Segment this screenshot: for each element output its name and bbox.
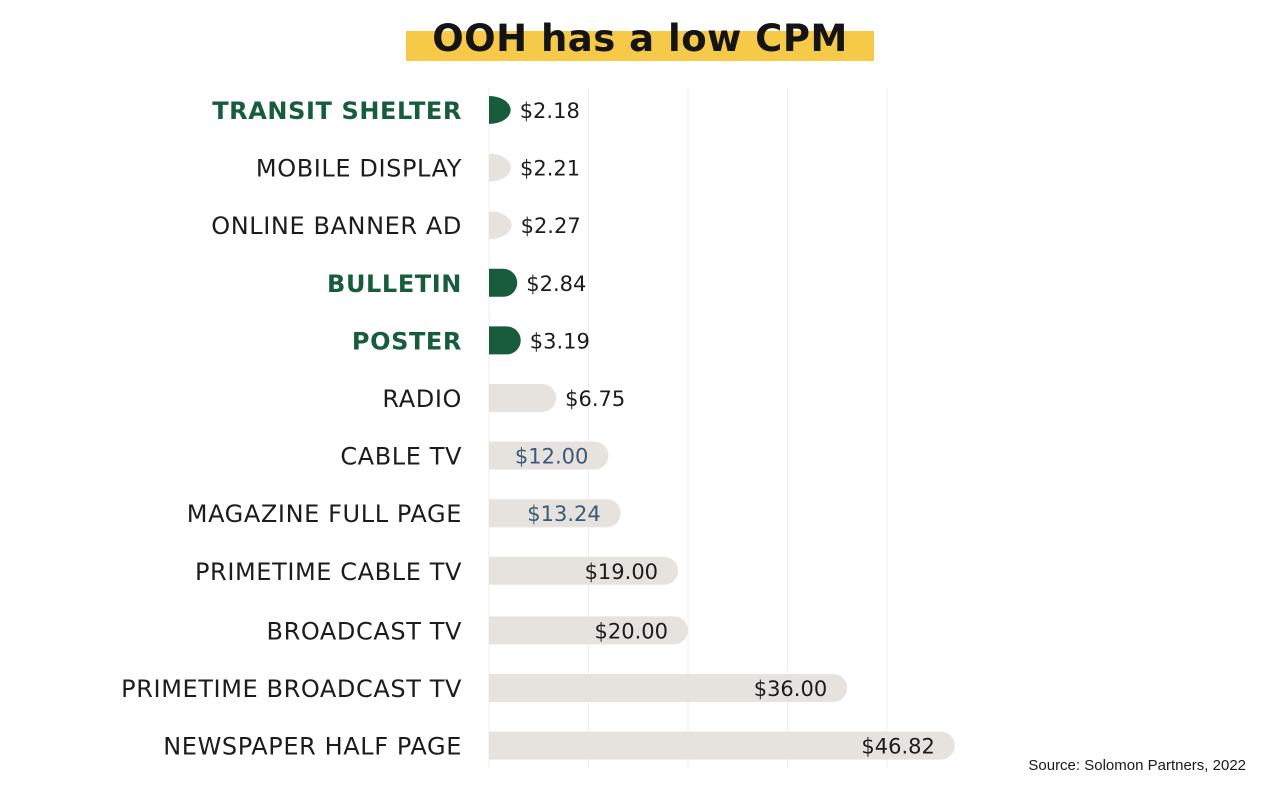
bar (489, 153, 511, 182)
category-label: BROADCAST TV (267, 617, 463, 645)
category-label: MAGAZINE FULL PAGE (187, 500, 462, 528)
chart-title: OOH has a low CPM (406, 14, 874, 64)
value-label: $2.27 (521, 214, 581, 238)
value-label: $3.19 (530, 329, 590, 353)
value-label: $46.82 (861, 735, 934, 759)
bar (489, 731, 955, 760)
value-label: $2.84 (526, 272, 586, 296)
value-label: $20.00 (595, 619, 668, 643)
bar (489, 211, 512, 240)
bar-row: MOBILE DISPLAY $2.21 (256, 153, 580, 183)
value-label: $19.00 (585, 560, 658, 584)
bar (489, 384, 557, 412)
bar (489, 268, 518, 297)
category-label: CABLE TV (340, 443, 462, 471)
bar-row: BULLETIN $2.84 (327, 268, 586, 298)
bar-row: MAGAZINE FULL PAGE $13.24 (187, 499, 621, 528)
gridlines (488, 88, 888, 768)
bar (489, 499, 621, 528)
bar (489, 326, 521, 355)
category-label: NEWSPAPER HALF PAGE (163, 733, 462, 761)
value-label: $13.24 (527, 502, 600, 526)
bar-row: NEWSPAPER HALF PAGE $46.82 (163, 731, 955, 761)
bar-row: RADIO $6.75 (382, 384, 625, 413)
bar-row: ONLINE BANNER AD $2.27 (211, 211, 581, 240)
value-label: $36.00 (754, 677, 827, 701)
bar (489, 441, 609, 470)
source-note: Source: Solomon Partners, 2022 (1028, 757, 1246, 774)
bar-row: TRANSIT SHELTER $2.18 (212, 96, 580, 125)
bar-row: CABLE TV $12.00 (340, 441, 609, 471)
value-label: $6.75 (565, 387, 625, 411)
bar (489, 556, 679, 585)
category-label: RADIO (382, 385, 462, 413)
bar (489, 616, 689, 645)
category-label: ONLINE BANNER AD (211, 212, 462, 240)
value-label: $2.21 (520, 157, 580, 181)
value-label: $2.18 (520, 99, 580, 123)
category-label: PRIMETIME CABLE TV (195, 558, 462, 586)
category-label: MOBILE DISPLAY (256, 155, 462, 183)
category-label: TRANSIT SHELTER (212, 97, 462, 125)
bar (489, 674, 848, 702)
bar (489, 96, 511, 125)
bar-row: BROADCAST TV $20.00 (267, 616, 689, 645)
category-label: POSTER (352, 327, 462, 355)
value-label: $12.00 (515, 445, 588, 469)
chart-title-wrap: OOH has a low CPM (0, 14, 1280, 64)
category-label: BULLETIN (327, 270, 462, 298)
bar-row: PRIMETIME CABLE TV $19.00 (195, 556, 679, 586)
category-label: PRIMETIME BROADCAST TV (121, 675, 462, 703)
bar-row: PRIMETIME BROADCAST TV $36.00 (121, 674, 848, 703)
bar-row: POSTER $3.19 (352, 326, 590, 355)
